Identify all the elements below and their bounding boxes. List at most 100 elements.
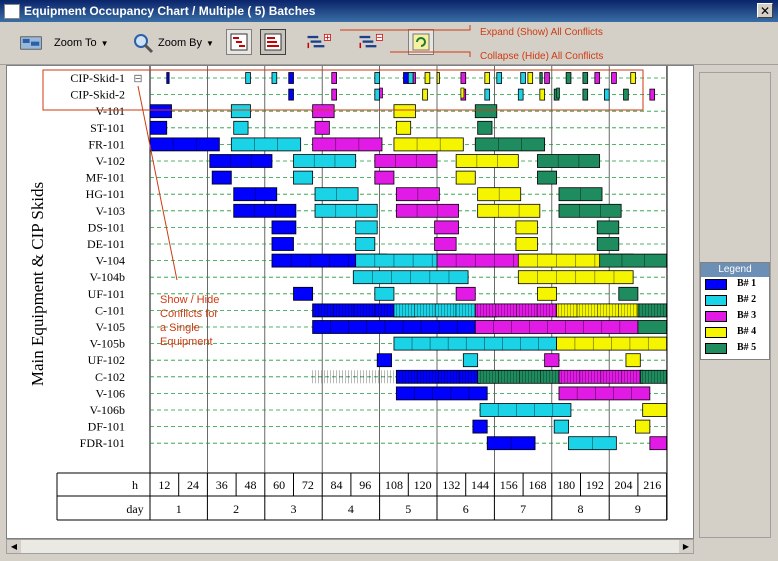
batch-bar (271, 72, 278, 84)
hour-tick-label: 96 (359, 478, 371, 492)
hour-row-header: h (132, 478, 138, 492)
batch-bar (374, 72, 381, 84)
close-button[interactable]: ✕ (757, 3, 773, 18)
batch-bar (496, 72, 502, 84)
refresh-button[interactable] (408, 29, 434, 55)
window-title: Equipment Occupancy Chart / Multiple ( 5… (24, 4, 316, 18)
equipment-label: UF-101 (88, 287, 125, 301)
batch-bar (314, 120, 330, 135)
scroll-right-button[interactable]: ▶ (679, 540, 693, 553)
chart-area[interactable]: CIP-Skid-1 CIP-Skid-2 V-101 ST-101 FR-101 V-1… (6, 65, 694, 539)
batch-bar (474, 104, 498, 119)
batch-bar (245, 72, 251, 84)
batch-bar (455, 170, 476, 185)
magnifier-icon (132, 32, 154, 54)
batch-bar (649, 436, 668, 451)
batch-bar (558, 203, 622, 218)
equipment-label: V-104b (89, 270, 125, 284)
batch-bar (544, 353, 560, 368)
day-tick-label: 6 (463, 502, 469, 516)
toolbar: Zoom To ▼ Zoom By ▼ Expand (Show) All Co… (0, 22, 778, 65)
hour-tick-label: 180 (557, 478, 575, 492)
equipment-label: FDR-101 (80, 436, 125, 450)
legend-label: B# 1 (737, 278, 757, 289)
batch-bar (271, 237, 294, 251)
batch-bar (649, 88, 656, 101)
equipment-label: HG-101 (86, 187, 125, 201)
hour-tick-label: 72 (302, 478, 314, 492)
batch-bar (637, 303, 668, 318)
zoom-to-label: Zoom To (54, 37, 97, 49)
legend-swatch (705, 279, 727, 290)
legend-item: B# 3 (701, 309, 769, 325)
batch-bar (233, 203, 297, 218)
legend: Legend B# 1 B# 2 B# 3 B# 4 B# 5 (700, 262, 770, 360)
batch-bar (395, 203, 459, 218)
annotation-line: a Single (160, 322, 200, 334)
batch-bar (293, 154, 357, 168)
batch-bar (623, 88, 629, 101)
batch-bar (635, 419, 651, 434)
refresh-icon (412, 33, 430, 51)
batch-bar (484, 72, 491, 84)
equipment-label: FR-101 (88, 137, 125, 151)
expand-callout-text: Expand (Show) All Conflicts (480, 27, 603, 38)
batch-bar (625, 353, 641, 368)
conflict-sub-mark (556, 87, 560, 99)
hour-tick-label: 144 (471, 478, 489, 492)
day-tick-label: 1 (176, 502, 182, 516)
batch-bar (312, 137, 383, 152)
batch-bar (460, 72, 467, 84)
batch-bar (293, 170, 314, 185)
batch-bar (539, 88, 546, 101)
batch-bar (395, 120, 412, 135)
batch-bar (374, 154, 438, 168)
expand-all-conflicts-button[interactable] (306, 29, 332, 55)
batch-bar (479, 403, 572, 417)
conflict-callout-box (42, 69, 644, 111)
batch-bar (455, 154, 519, 168)
horizontal-scrollbar[interactable]: ◀ ▶ (6, 539, 694, 554)
batch-bar (515, 237, 538, 251)
legend-title: Legend (701, 263, 769, 277)
hour-tick-label: 156 (500, 478, 518, 492)
batch-bar (520, 72, 526, 84)
batch-bar (599, 253, 668, 268)
chart-labels: CIP-Skid-1 CIP-Skid-2 V-101 ST-101 FR-101 V-1… (28, 69, 661, 516)
batch-bar (618, 286, 639, 301)
collapse-toggle-icon[interactable]: ⊟ (133, 73, 142, 85)
batch-bar (331, 88, 337, 101)
equipment-label: V-103 (95, 204, 125, 218)
batch-bar (594, 72, 601, 84)
gantt-chart: CIP-Skid-1 CIP-Skid-2 V-101 ST-101 FR-101 V-1… (28, 66, 668, 521)
batch-bar (395, 386, 488, 401)
legend-label: B# 5 (737, 342, 757, 353)
hour-tick-label: 84 (331, 478, 343, 492)
batch-bar (211, 170, 232, 185)
batch-bar (434, 237, 457, 251)
annotation-line: Equipment (160, 336, 213, 348)
title-bar: Equipment Occupancy Chart / Multiple ( 5… (0, 0, 778, 22)
batch-bar (553, 419, 569, 434)
day-tick-label: 4 (348, 502, 354, 516)
equipment-label: C-102 (95, 370, 125, 384)
day-tick-label: 8 (578, 502, 584, 516)
zoom-to-button[interactable]: Zoom To ▼ (20, 28, 109, 58)
batch-bar (271, 220, 297, 235)
collapse-all-conflicts-button[interactable] (358, 29, 384, 55)
chevron-down-icon: ▼ (100, 38, 109, 48)
gantt-view-button[interactable] (226, 29, 252, 55)
zoom-by-button[interactable]: Zoom By ▼ (132, 28, 214, 58)
batch-bar (288, 72, 294, 84)
zoom-by-label: Zoom By (158, 37, 203, 49)
gantt-sorted-view-button[interactable] (260, 29, 286, 55)
legend-item: B# 5 (701, 341, 769, 357)
batch-bar (230, 104, 251, 119)
callout-lines (340, 25, 471, 57)
batch-bar (233, 120, 249, 135)
scroll-left-button[interactable]: ◀ (7, 540, 21, 553)
day-tick-label: 7 (520, 502, 526, 516)
batch-bar (474, 137, 546, 152)
hour-tick-label: 60 (273, 478, 285, 492)
batch-bar (376, 353, 392, 368)
